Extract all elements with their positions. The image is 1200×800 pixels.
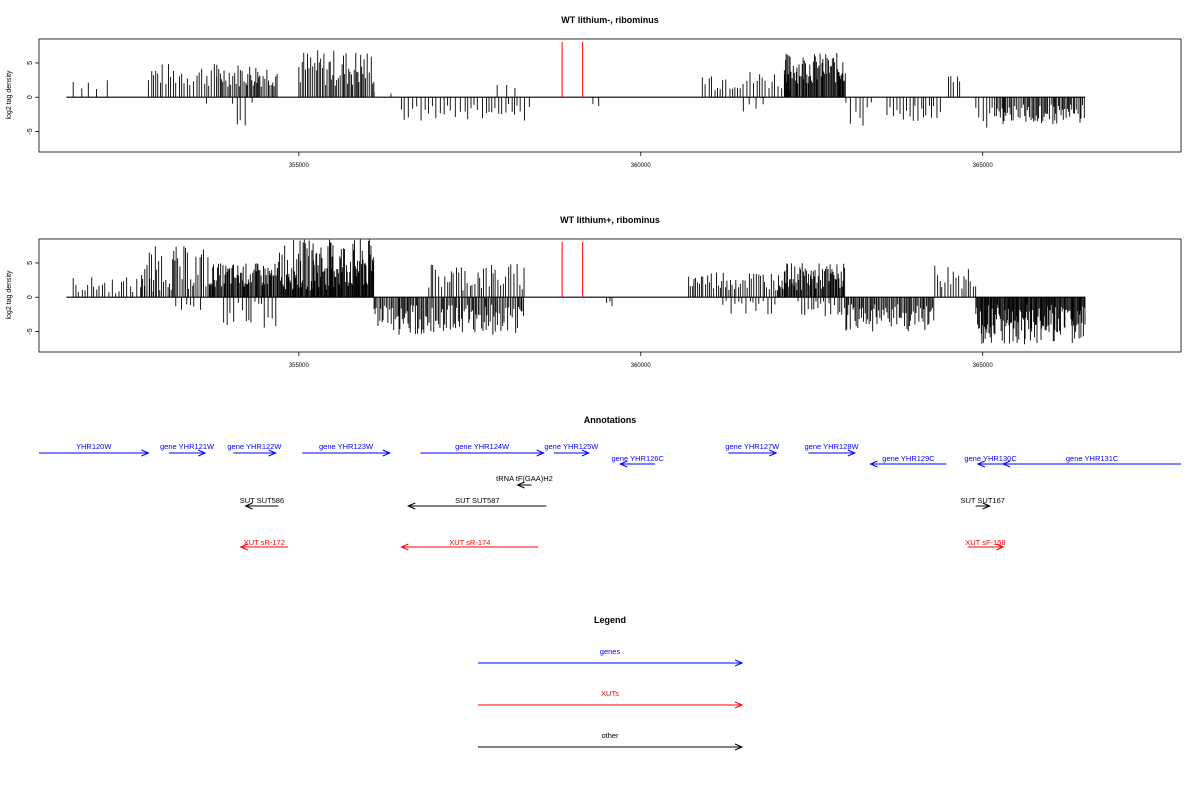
feature-arrow-head [618,460,628,468]
y-tick-label: 0 [27,295,34,299]
track-2-axes: 355000 360000 365000 -5 0 5 [27,261,993,369]
track-1-title: WT lithium-, ribominus [561,15,659,25]
x-tick-label: 365000 [973,363,994,369]
legend-panel: Legend genes XUTs other [478,615,744,751]
feature-label: SUT SUT167 [960,496,1004,505]
legend-label: other [601,731,619,740]
feature-label: tRNA tF(GAA)H2 [496,474,553,483]
feature-arrow-head [516,481,525,489]
x-tick-label: 355000 [289,363,310,369]
feature-label: gene YHR131C [1066,454,1119,463]
feature-label: gene YHR123W [319,442,374,451]
feature-label: gene YHR129C [882,454,935,463]
feature-label: XUT sR-174 [449,538,490,547]
feature-arrow-head [400,543,409,551]
feature-arrow-head [407,502,416,510]
track-2-title: WT lithium+, ribominus [560,215,660,225]
feature-label: gene YHR122W [227,442,282,451]
feature-label: gene YHR121W [160,442,215,451]
legend-title: Legend [594,615,626,625]
feature-arrow-head [382,449,392,457]
y-tick-label: -5 [27,128,34,134]
feature-label: SUT SUT587 [455,496,499,505]
track-1-bars [66,42,1086,128]
feature-label: gene YHR124W [455,442,510,451]
feature-label: XUT sF-158 [965,538,1005,547]
feature-arrow-head [268,449,277,457]
legend-label: XUTs [601,689,619,698]
feature-arrow-head [1001,460,1011,468]
feature-arrow-head [869,460,878,468]
track-1-ylabel: log2 tag density [6,70,13,120]
track-1-plot-frame [38,38,1182,153]
feature-arrow-head [847,449,857,457]
y-tick-label: 0 [27,95,34,99]
legend-arrow-head [734,659,744,667]
feature-label: YHR120W [76,442,112,451]
x-tick-label: 360000 [631,363,652,369]
x-tick-label: 355000 [289,163,310,169]
feature-arrow-head [244,502,253,510]
feature-label: gene YHR128W [805,442,860,451]
track-1-axes: 355000 360000 365000 -5 0 5 [27,61,993,169]
x-tick-label: 365000 [973,163,994,169]
annotation-features: YHR120W gene YHR121W gene YHR122W gene YHR1… [39,442,1181,551]
legend-arrow-head [734,743,744,751]
feature-arrow-head [581,449,591,457]
feature-arrow-head [768,449,778,457]
feature-arrow-head [197,449,207,457]
track-panel-1: WT lithium-, ribominus log2 tag density … [6,15,1182,169]
track-2-plot-frame [38,238,1182,353]
legend-items: genes XUTs other [478,647,744,751]
y-tick-label: 5 [27,261,34,265]
feature-label: gene YHR130C [964,454,1017,463]
x-tick-label: 360000 [631,163,652,169]
annotations-panel: Annotations YHR120W gene YHR121W gene YHR1… [39,415,1181,551]
feature-label: gene YHR126C [611,454,664,463]
feature-arrow-head [239,543,248,551]
feature-arrow-head [982,502,991,510]
legend-arrow-head [734,701,744,709]
legend-label: genes [600,647,621,656]
track-panel-2: WT lithium+, ribominus log2 tag density … [6,215,1182,369]
feature-arrow-head [141,449,150,457]
y-tick-label: 5 [27,61,34,65]
track-2-ylabel: log2 tag density [6,270,13,320]
annotations-title: Annotations [584,415,637,425]
feature-label: gene YHR127W [725,442,780,451]
feature-label: gene YHR125W [544,442,599,451]
feature-label: XUT sR-172 [244,538,285,547]
y-tick-label: -5 [27,328,34,334]
feature-arrow-head [996,543,1005,551]
feature-arrow-head [536,449,545,457]
feature-arrow-head [976,460,986,468]
track-2-bars [66,239,1086,345]
feature-label: SUT SUT586 [240,496,284,505]
